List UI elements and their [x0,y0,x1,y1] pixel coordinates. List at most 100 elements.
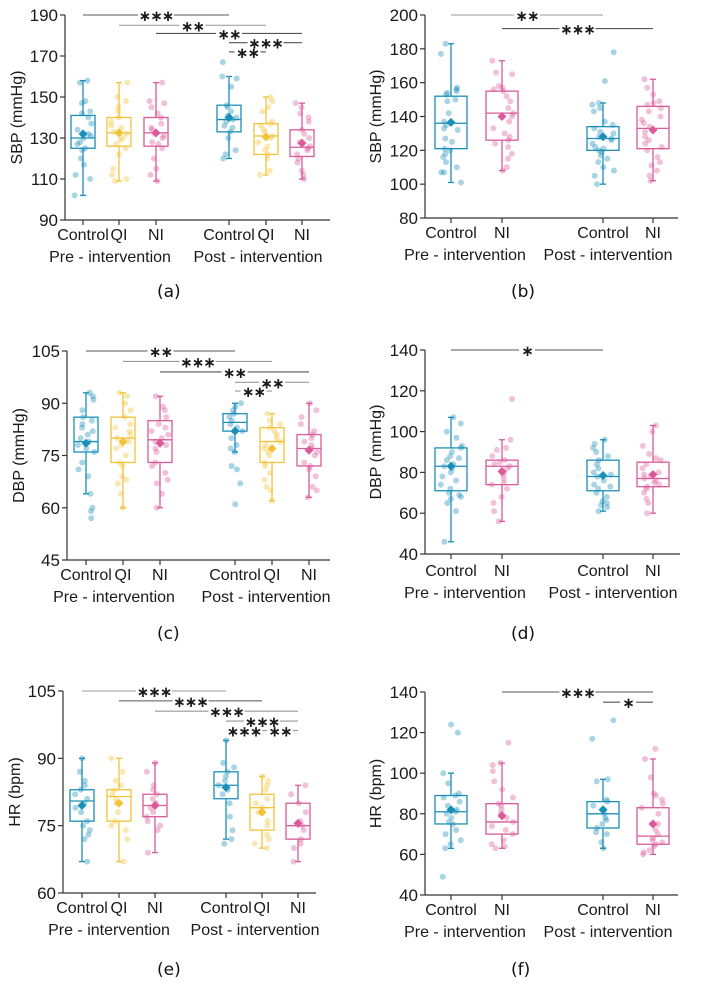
significance-label: ∗∗∗ [209,704,244,721]
data-point [123,476,130,483]
data-point [77,79,84,86]
box-group-control-pre [69,755,95,865]
data-point [127,421,134,428]
data-point [224,768,231,775]
data-point [150,155,157,162]
phase-label-pre: Pre - intervention [49,249,171,266]
data-point [639,442,646,449]
data-point [657,105,664,112]
x-tick-label: Control [203,227,255,244]
data-point [656,481,663,488]
data-point [589,101,596,108]
data-point [652,422,659,429]
y-tick-label: 90 [39,211,58,230]
data-point [591,125,598,132]
caption-c: (c) [157,624,180,644]
x-tick-label: Control [56,900,108,917]
data-point [149,795,156,802]
data-point [264,155,271,162]
data-point [449,138,456,145]
significance-bracket: ∗∗∗ [123,354,272,371]
data-point [226,800,233,807]
panel-b-sbp-two-groups: 80 100 120 140 160 180 200 SBP (mmHg) Control NI C… [368,6,678,264]
y-axis-label: DBP (mmHg) [368,405,385,500]
data-point [301,438,308,445]
data-point [492,140,499,147]
data-point [304,494,311,501]
data-point [652,841,659,848]
data-point [83,445,90,452]
data-point [119,462,126,469]
data-point [510,818,517,825]
data-point [650,91,657,98]
data-point [509,113,516,120]
data-point [591,481,598,488]
data-point [604,504,611,511]
data-point [313,487,320,494]
data-point [115,151,122,158]
significance-label: ∗ [622,695,634,712]
data-point [503,444,510,451]
data-point [490,125,497,132]
data-point [509,831,516,838]
phase-label-post: Post - intervention [202,589,331,606]
data-point [259,108,266,115]
data-point [497,760,504,767]
data-point [119,135,126,141]
data-point [82,98,89,105]
data-point [598,502,605,509]
data-point [652,792,659,799]
data-point [264,795,271,802]
y-tick-label: 150 [30,88,58,107]
data-point [72,804,79,811]
data-point [263,845,270,852]
data-point [488,481,495,488]
data-point [263,483,270,490]
box-group-control-pre [70,77,96,199]
iqr-box [259,426,285,464]
iqr-box [586,459,620,492]
significance-label: ∗ [521,343,533,360]
data-point [267,120,274,127]
data-point [489,768,496,775]
mean-marker [150,800,160,810]
data-point [447,453,454,460]
data-point [220,155,227,162]
data-point [266,417,273,424]
data-point [266,424,273,431]
data-point [264,822,271,829]
data-point [159,135,166,141]
data-point [152,759,159,766]
iqr-box [485,459,519,486]
data-point [590,802,597,809]
box-group-ni-post [636,422,670,517]
data-point [648,162,655,169]
data-point [294,151,301,158]
data-point [122,98,129,105]
data-point [589,140,596,147]
iqr-box [434,95,468,150]
significance-label: ∗∗∗ [560,22,595,39]
data-point [306,466,313,473]
data-point [255,139,262,146]
data-point [84,818,91,825]
data-point [304,147,311,154]
data-point [298,167,305,174]
data-point [298,126,305,133]
significance-label: ∗∗∗ [245,714,280,731]
data-point [590,469,597,476]
y-tick-label: 60 [399,845,418,864]
data-point [453,477,460,484]
data-point [295,155,302,162]
data-point [144,818,151,825]
data-point [592,143,599,150]
data-point [124,836,131,843]
data-point [647,774,654,781]
data-point [231,449,238,456]
y-tick-label: 100 [390,764,418,783]
data-point [500,837,507,844]
box-group-qi-post [259,410,285,504]
y-tick-label: 140 [390,108,418,127]
data-point [501,457,508,464]
